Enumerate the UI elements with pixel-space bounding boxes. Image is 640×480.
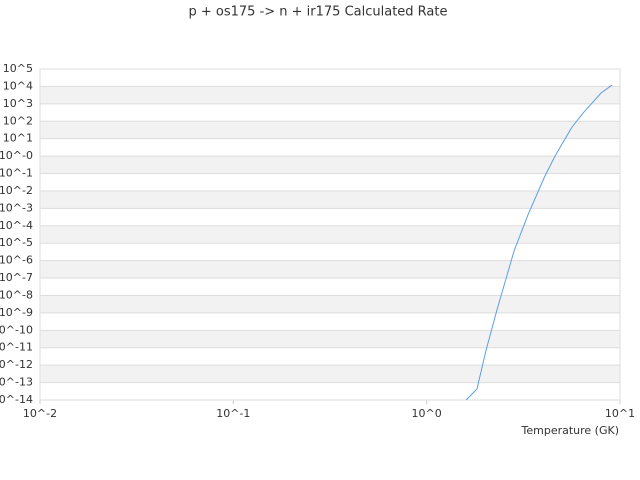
y-tick-label: 10^-5 (0, 236, 33, 249)
x-tick-label: 10^1 (605, 407, 635, 420)
y-tick-label: 10^-11 (0, 341, 33, 354)
chart-title: p + os175 -> n + ir175 Calculated Rate (188, 5, 447, 20)
y-tick-label: 10^-3 (0, 201, 33, 214)
y-tick-label: 10^-1 (0, 167, 33, 180)
x-axis-label: Temperature (GK) (521, 424, 620, 437)
grid-band (40, 365, 620, 383)
plot-frame (39, 68, 621, 401)
grid-band (40, 86, 620, 104)
y-tick-label: 10^-12 (0, 358, 33, 371)
grid-band (40, 330, 620, 348)
grid-band (40, 121, 620, 139)
grid-band (40, 190, 620, 209)
x-tick-label: 10^-2 (23, 407, 57, 420)
grid-band (40, 156, 620, 174)
y-tick-label: 10^2 (3, 114, 33, 127)
y-tick-label: 10^-0 (0, 149, 33, 162)
y-tick-label: 10^-4 (0, 219, 33, 232)
data-line (465, 84, 613, 400)
y-tick-label: 10^-14 (0, 393, 33, 406)
y-tick-label: 10^4 (3, 79, 33, 92)
y-tick-label: 10^-2 (0, 184, 33, 197)
y-tick-label: 10^-10 (0, 323, 33, 336)
y-tick-label: 10^1 (3, 132, 33, 145)
y-tick-label: 10^-8 (0, 288, 33, 301)
grid-band (40, 260, 620, 279)
grid-band (40, 295, 620, 313)
y-tick-label: 10^-9 (0, 306, 33, 319)
y-tick-label: 10^-7 (0, 271, 33, 284)
y-tick-label: 10^-6 (0, 254, 33, 267)
x-tick-label: 10^-1 (216, 407, 250, 420)
x-tick-label: 10^0 (412, 407, 442, 420)
y-tick-label: 10^-13 (0, 376, 33, 389)
grid-band (40, 225, 620, 244)
y-tick-label: 10^3 (3, 97, 33, 110)
y-tick-label: 10^5 (3, 62, 33, 75)
